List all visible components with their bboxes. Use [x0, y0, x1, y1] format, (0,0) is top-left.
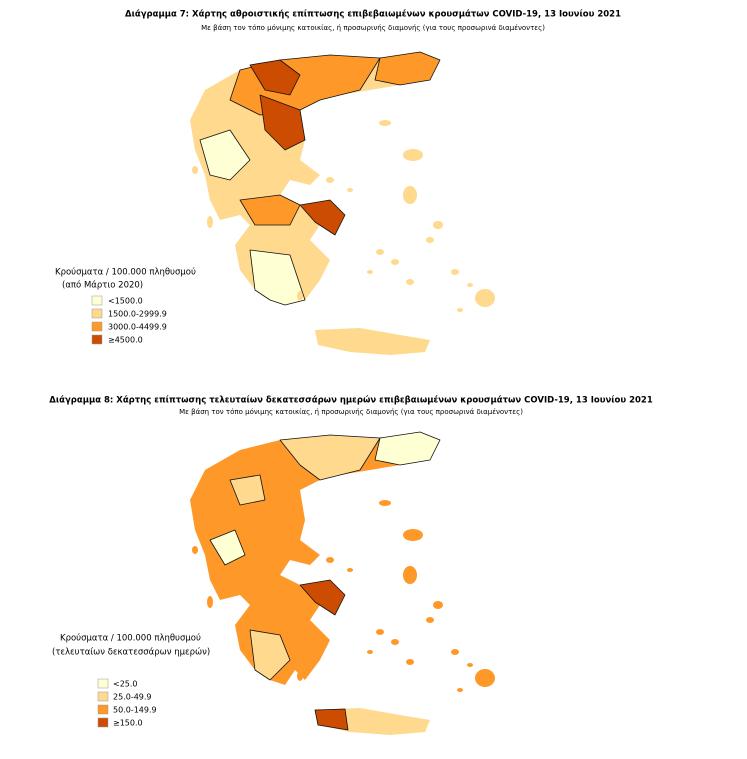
legend-label: ≥4500.0 — [108, 336, 143, 345]
legend-label: 3000.0-4499.9 — [108, 323, 167, 332]
legend-swatch — [91, 295, 103, 306]
legend-swatch — [97, 717, 109, 728]
legend-swatch — [91, 308, 103, 319]
map-title: Διάγραμμα 8: Χάρτης επίπτωσης τελευταίων… — [49, 395, 653, 406]
map — [190, 431, 495, 735]
legend-subtitle: (τελευταίων δεκατεσσάρων ημερών) — [52, 647, 210, 658]
map-subtitle: Με βάση τον τόπο μόνιμης κατοικίας, ή πρ… — [201, 24, 545, 32]
legend-swatch — [91, 334, 103, 345]
legend-swatch — [97, 691, 109, 702]
legend: Κρούσματα / 100.000 πληθυσμού (τελευταίω… — [52, 633, 210, 728]
legend-label: <1500.0 — [108, 297, 143, 306]
legend-label: ≥150.0 — [113, 719, 143, 728]
legend-label: 50.0-149.9 — [113, 706, 157, 715]
legend-label: <25.0 — [113, 680, 138, 689]
legend-swatch — [97, 704, 109, 715]
map-subtitle: Με βάση τον τόπο μόνιμης κατοικίας, ή πρ… — [179, 408, 523, 416]
legend-label: 25.0-49.9 — [113, 693, 152, 702]
map-title: Διάγραμμα 7: Χάρτης αθροιστικής επίπτωση… — [125, 9, 621, 20]
legend-title: Κρούσματα / 100.000 πληθυσμού — [55, 267, 196, 278]
legend-subtitle: (από Μάρτιο 2020) — [62, 280, 143, 291]
legend-label: 1500.0-2999.9 — [108, 310, 167, 319]
legend-title: Κρούσματα / 100.000 πληθυσμού — [60, 633, 201, 644]
legend: Κρούσματα / 100.000 πληθυσμού (από Μάρτι… — [55, 267, 196, 345]
legend-swatch — [97, 678, 109, 689]
legend-swatch — [91, 321, 103, 332]
map — [190, 51, 495, 355]
